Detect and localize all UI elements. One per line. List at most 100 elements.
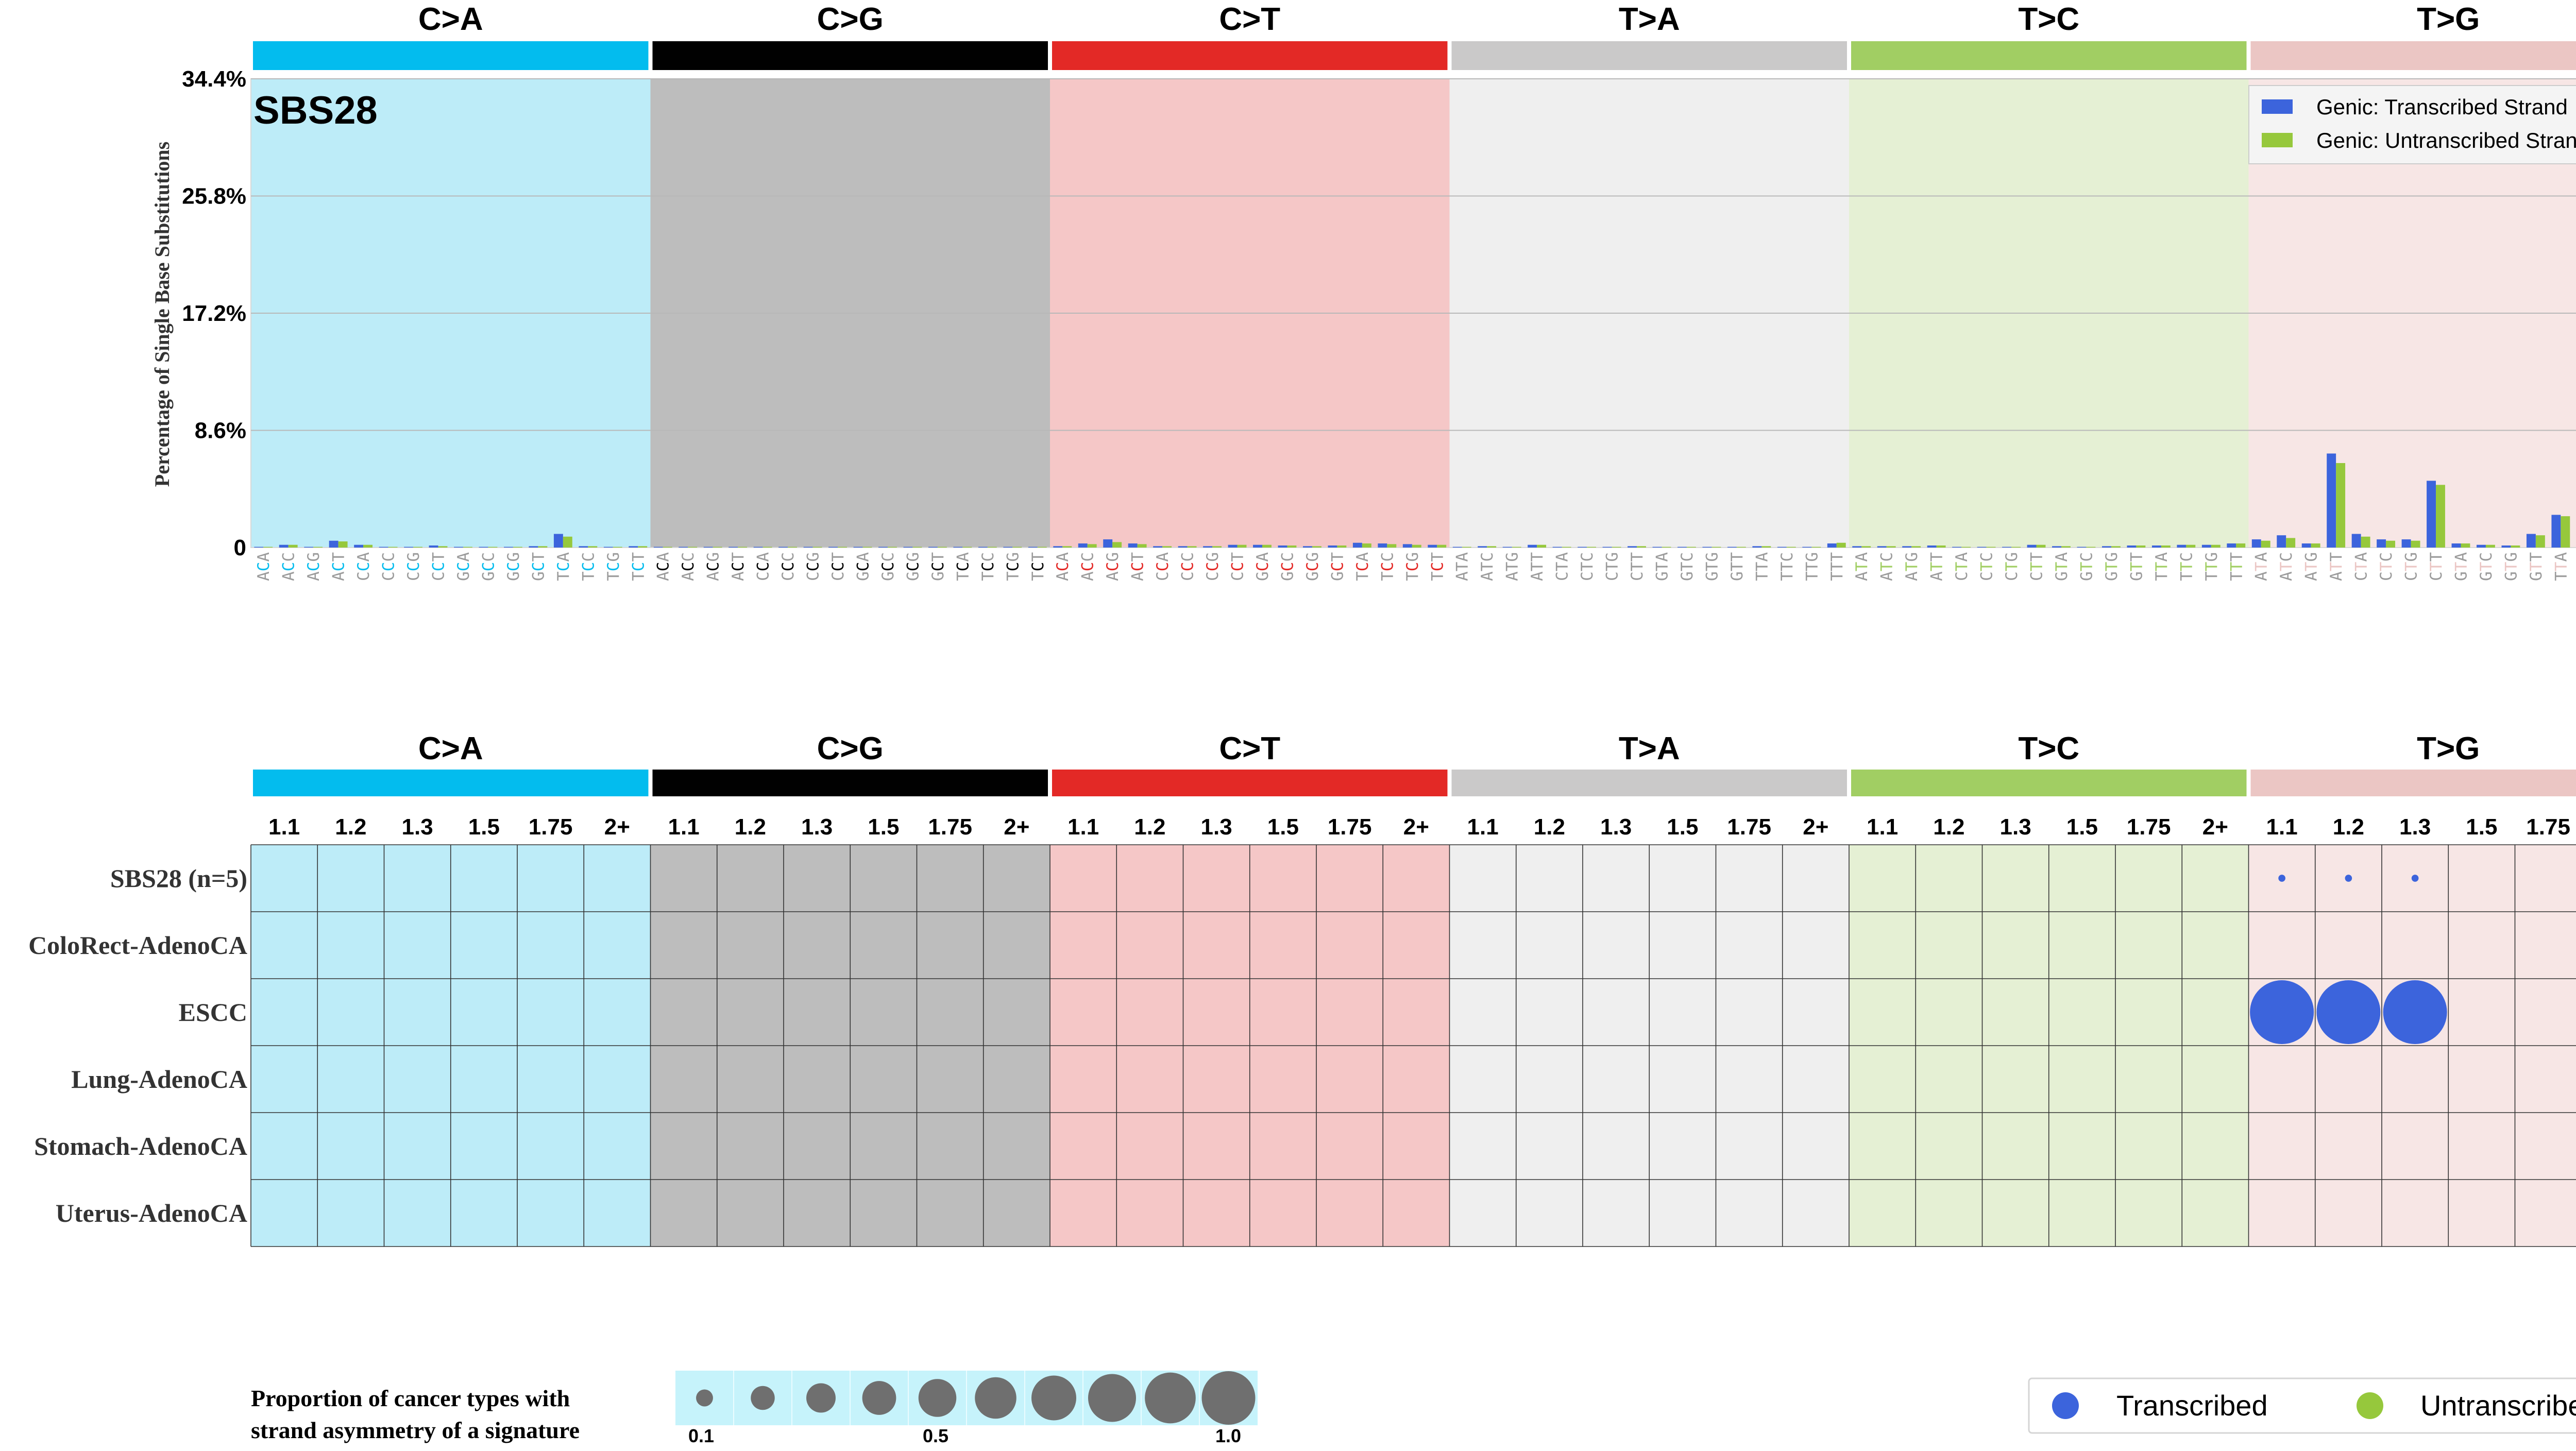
bar-untranscribed-33 bbox=[1087, 544, 1097, 548]
size-legend-circle-1 bbox=[1201, 1371, 1256, 1425]
bin-label-C-T-1.75: 1.75 bbox=[1328, 814, 1372, 840]
bar-untranscribed-20 bbox=[762, 547, 772, 548]
top-legend-box bbox=[2248, 85, 2576, 164]
context-label-47: TCT bbox=[1428, 552, 1447, 581]
top-y-tick-2: 17.2% bbox=[182, 301, 246, 326]
bar-untranscribed-57 bbox=[1686, 547, 1696, 548]
context-label-42: GCG bbox=[1303, 552, 1322, 581]
bar-untranscribed-23 bbox=[838, 547, 847, 548]
bin-label-C-A-1.5: 1.5 bbox=[468, 814, 500, 840]
bar-transcribed-64 bbox=[1852, 546, 1862, 548]
context-label-89: GTC bbox=[2477, 552, 2496, 581]
bar-untranscribed-52 bbox=[1562, 547, 1571, 548]
bar-transcribed-74 bbox=[2102, 546, 2111, 548]
context-label-3: ACT bbox=[330, 552, 348, 581]
bar-untranscribed-79 bbox=[2236, 543, 2246, 548]
bar-transcribed-59 bbox=[1727, 547, 1737, 548]
context-label-63: TTT bbox=[1828, 552, 1846, 581]
top-header-label-T-C: T>C bbox=[2018, 2, 2079, 37]
bar-transcribed-80 bbox=[2251, 539, 2261, 548]
bar-transcribed-8 bbox=[454, 547, 463, 548]
context-label-46: TCG bbox=[1403, 552, 1422, 581]
top-y-tick-4: 34.4% bbox=[182, 66, 246, 92]
bar-transcribed-71 bbox=[2027, 544, 2037, 548]
bar-transcribed-29 bbox=[978, 547, 988, 548]
bar-transcribed-48 bbox=[1452, 547, 1462, 548]
bin-label-T-C-2: 2+ bbox=[2202, 814, 2228, 840]
bar-transcribed-52 bbox=[1552, 547, 1562, 548]
context-label-20: CCA bbox=[754, 552, 773, 581]
bar-transcribed-9 bbox=[479, 547, 488, 548]
size-legend-circle-0.4 bbox=[862, 1381, 896, 1415]
context-label-37: CCC bbox=[1179, 552, 1197, 581]
bottom-grid-lines bbox=[250, 844, 2576, 1247]
bin-label-C-A-1.75: 1.75 bbox=[529, 814, 573, 840]
bar-transcribed-82 bbox=[2301, 543, 2311, 548]
bar-untranscribed-43 bbox=[1337, 545, 1347, 548]
row-label-ESCC: ESCC bbox=[179, 998, 247, 1027]
asymmetry-circle-ESCC-T-G-1.3 bbox=[2383, 980, 2447, 1044]
bar-untranscribed-35 bbox=[1137, 544, 1147, 548]
top-y-tick-1: 8.6% bbox=[195, 418, 246, 443]
context-label-17: ACC bbox=[679, 552, 698, 581]
bar-untranscribed-68 bbox=[1961, 547, 1971, 548]
bar-untranscribed-7 bbox=[438, 546, 448, 548]
context-label-85: CTC bbox=[2377, 552, 2396, 581]
size-legend-tick-0.1: 0.1 bbox=[688, 1425, 714, 1446]
bar-transcribed-86 bbox=[2401, 539, 2411, 548]
bar-transcribed-85 bbox=[2377, 539, 2386, 548]
bar-untranscribed-44 bbox=[1362, 543, 1371, 548]
bar-untranscribed-76 bbox=[2161, 545, 2171, 548]
bar-transcribed-72 bbox=[2052, 546, 2061, 548]
bar-untranscribed-87 bbox=[2436, 485, 2445, 548]
bin-label-C-T-2: 2+ bbox=[1403, 814, 1429, 840]
context-label-61: TTC bbox=[1778, 552, 1797, 581]
legend-label-untranscribed: Genic: Untranscribed Strand bbox=[2316, 128, 2576, 152]
bin-label-T-C-1.2: 1.2 bbox=[1933, 814, 1964, 840]
bottom-size-bin-labels: 1.1 1.2 1.3 1.5 1.75 2+ 1.1 1.2 1.3 1.5 1.75 2+ 1.1 1… bbox=[268, 814, 2570, 840]
bin-label-T-C-1.5: 1.5 bbox=[2066, 814, 2098, 840]
context-label-8: GCA bbox=[454, 552, 473, 581]
bar-transcribed-38 bbox=[1203, 546, 1213, 548]
context-label-53: CTC bbox=[1578, 552, 1597, 581]
bar-untranscribed-10 bbox=[513, 547, 522, 548]
context-label-58: GTG bbox=[1703, 552, 1721, 581]
context-label-92: TTA bbox=[2552, 552, 2570, 581]
bar-untranscribed-18 bbox=[713, 547, 722, 548]
bar-transcribed-30 bbox=[1003, 547, 1013, 548]
context-label-75: GTT bbox=[2127, 552, 2146, 581]
bar-transcribed-70 bbox=[2002, 547, 2012, 548]
context-label-67: ATT bbox=[1928, 552, 1946, 581]
bar-untranscribed-84 bbox=[2361, 536, 2370, 548]
bin-label-T-C-1.3: 1.3 bbox=[2000, 814, 2031, 840]
context-label-50: ATG bbox=[1503, 552, 1522, 581]
bar-transcribed-65 bbox=[1877, 546, 1887, 548]
bar-untranscribed-1 bbox=[288, 544, 298, 548]
bar-untranscribed-6 bbox=[413, 547, 422, 548]
bar-untranscribed-82 bbox=[2311, 543, 2320, 548]
bar-untranscribed-75 bbox=[2136, 545, 2146, 548]
context-label-33: ACC bbox=[1079, 552, 1097, 581]
bar-transcribed-28 bbox=[953, 547, 963, 548]
bar-untranscribed-34 bbox=[1112, 542, 1122, 548]
context-label-59: GTT bbox=[1728, 552, 1747, 581]
bin-label-T-G-1.5: 1.5 bbox=[2466, 814, 2497, 840]
context-label-65: ATC bbox=[1878, 552, 1896, 581]
context-label-52: CTA bbox=[1553, 552, 1572, 581]
context-label-14: TCG bbox=[604, 552, 623, 581]
bottom-header-bar-T-G bbox=[2250, 770, 2576, 796]
bar-untranscribed-31 bbox=[1037, 547, 1047, 548]
bar-untranscribed-39 bbox=[1237, 544, 1247, 548]
context-label-40: GCA bbox=[1253, 552, 1272, 581]
context-label-4: CCA bbox=[354, 552, 373, 581]
context-label-64: ATA bbox=[1853, 552, 1871, 581]
bar-transcribed-17 bbox=[679, 547, 688, 548]
context-label-35: ACT bbox=[1129, 552, 1147, 581]
bottom-header-label-C-G: C>G bbox=[817, 731, 884, 766]
bar-transcribed-92 bbox=[2551, 515, 2561, 548]
bar-transcribed-67 bbox=[1927, 545, 1937, 548]
bin-label-C-G-1.2: 1.2 bbox=[735, 814, 766, 840]
context-label-32: ACA bbox=[1054, 552, 1072, 581]
top-header-label-T-A: T>A bbox=[1619, 2, 1680, 37]
bar-transcribed-24 bbox=[853, 547, 863, 548]
